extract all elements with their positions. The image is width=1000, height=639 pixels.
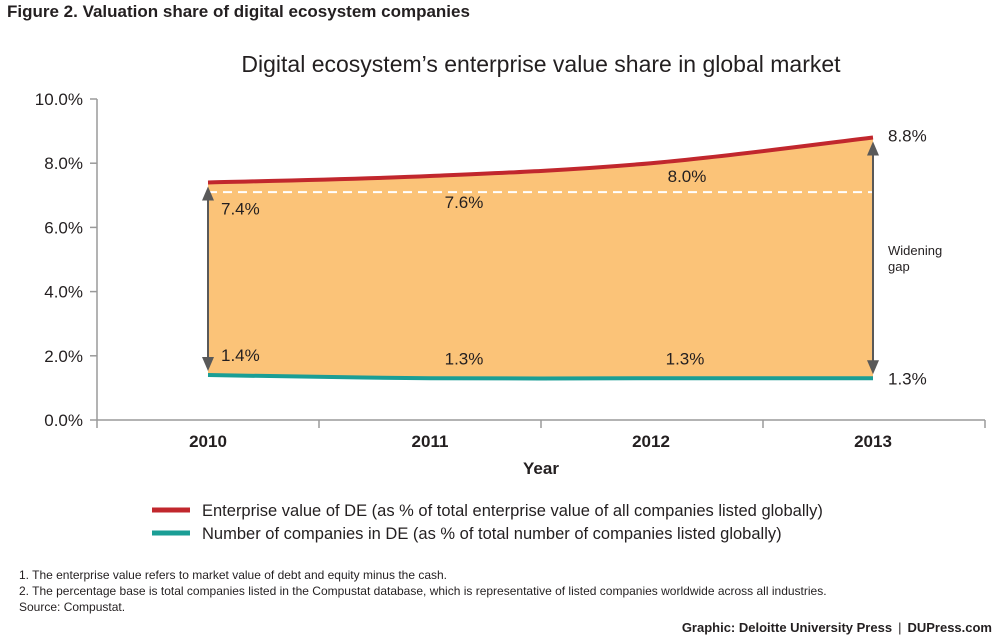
- data-label-enterprise-value: 8.0%: [668, 167, 707, 186]
- annotation-widening-gap: gap: [888, 259, 910, 274]
- footnote-2: 2. The percentage base is total companie…: [19, 584, 827, 598]
- data-label-number-of-companies: 1.3%: [888, 369, 927, 388]
- legend-label: Enterprise value of DE (as % of total en…: [202, 502, 823, 520]
- source-note: Source: Compustat.: [19, 600, 126, 614]
- credit-graphic: Graphic: Deloitte University Press: [681, 620, 893, 635]
- gap-arrow-2013-head-down: [867, 360, 879, 375]
- footnote-1: 1. The enterprise value refers to market…: [19, 568, 448, 582]
- y-tick-label: 2.0%: [44, 347, 83, 366]
- data-label-number-of-companies: 1.3%: [445, 349, 484, 368]
- credit-line: Graphic: Deloitte University Press | DUPre…: [682, 620, 992, 635]
- chart-title: Digital ecosystem’s enterprise value sha…: [241, 51, 841, 77]
- series-line-enterprise-value: [207, 135, 874, 185]
- data-label-enterprise-value: 7.4%: [221, 199, 260, 218]
- x-tick-label: 2013: [854, 432, 892, 451]
- annotation-widening-gap: Widening: [888, 243, 942, 258]
- credit-separator: |: [898, 620, 902, 635]
- data-label-enterprise-value: 7.6%: [445, 193, 484, 212]
- data-label-enterprise-value: 8.8%: [888, 127, 927, 146]
- y-tick-label: 6.0%: [44, 218, 83, 237]
- y-tick-label: 4.0%: [44, 283, 83, 302]
- data-label-number-of-companies: 1.3%: [666, 349, 705, 368]
- legend-label: Number of companies in DE (as % of total…: [202, 525, 782, 543]
- series-line-number-of-companies: [207, 373, 873, 381]
- y-tick-label: 0.0%: [44, 411, 83, 430]
- gap-arrow-2010-head-up: [202, 186, 214, 201]
- x-tick-label: 2012: [632, 432, 670, 451]
- gap-area-fill: [208, 137, 873, 379]
- x-tick-label: 2010: [189, 432, 227, 451]
- area-chart: Digital ecosystem’s enterprise value sha…: [35, 51, 986, 543]
- y-tick-label: 8.0%: [44, 154, 83, 173]
- y-tick-label: 10.0%: [35, 90, 83, 109]
- x-axis-label: Year: [523, 459, 559, 478]
- figure-title: Figure 2. Valuation share of digital eco…: [7, 2, 470, 21]
- footnotes: 1. The enterprise value refers to market…: [19, 567, 827, 615]
- legend: Enterprise value of DE (as % of total en…: [152, 502, 823, 543]
- plot-area: 0.0% 2.0% 4.0% 6.0% 8.0% 10.0% 2010 2011 2012 201…: [35, 90, 986, 451]
- credit-site: DUPress.com: [907, 620, 992, 635]
- x-tick-label: 2011: [412, 432, 449, 451]
- data-label-number-of-companies: 1.4%: [221, 346, 260, 365]
- gap-arrow-2010-head-down: [202, 357, 214, 372]
- gap-arrow-2013-head-up: [867, 141, 879, 156]
